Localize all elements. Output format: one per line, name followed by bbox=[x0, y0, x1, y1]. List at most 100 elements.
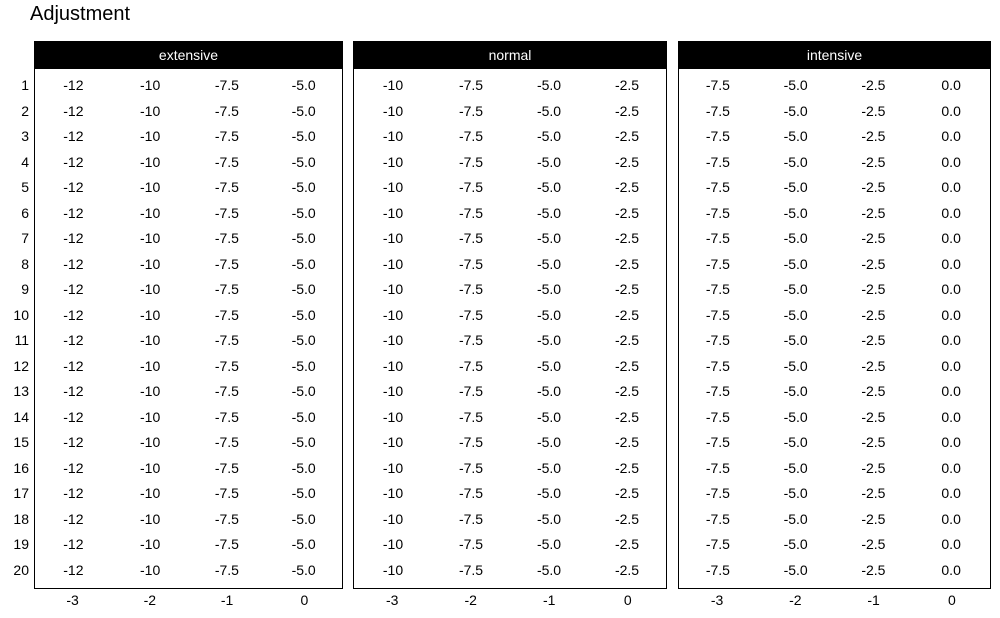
table-cell: -5.0 bbox=[291, 153, 316, 170]
table-cell: -10 bbox=[382, 434, 404, 450]
row-label: 15 bbox=[13, 434, 29, 450]
table-row: -12 -10 -7.5 -5.0 bbox=[35, 201, 342, 227]
table-cell: -2.5 bbox=[614, 459, 640, 476]
table-cell: 0.0 bbox=[941, 510, 961, 527]
table-cell: -5.0 bbox=[291, 204, 316, 221]
table-cell: 0.0 bbox=[941, 357, 961, 374]
table-cell: -2.5 bbox=[861, 561, 886, 578]
x-axis-tick-label: 0 bbox=[947, 592, 956, 608]
table-row: -10 -7.5 -5.0 -2.5 bbox=[354, 73, 666, 99]
table-cell: -2.5 bbox=[614, 128, 640, 144]
table-cell: -12 bbox=[63, 102, 84, 119]
table-row: -7.5 -5.0 -2.5 0.0 bbox=[679, 481, 990, 507]
table-row: -7.5 -5.0 -2.5 0.0 bbox=[679, 507, 990, 533]
table-cell: -10 bbox=[382, 230, 404, 246]
table-cell: -10 bbox=[140, 255, 161, 272]
table-row: -7.5 -5.0 -2.5 0.0 bbox=[679, 430, 990, 456]
table-row: -12 -10 -7.5 -5.0 bbox=[35, 558, 342, 584]
table-cell: -5.0 bbox=[536, 102, 562, 119]
table-cell: -10 bbox=[382, 179, 404, 195]
table-row: -7.5 -5.0 -2.5 0.0 bbox=[679, 124, 990, 150]
table-cell: -2.5 bbox=[614, 561, 640, 578]
table-cell: -7.5 bbox=[214, 230, 239, 246]
table-row: -10 -7.5 -5.0 -2.5 bbox=[354, 430, 666, 456]
panel-body-intensive: -7.5 -5.0 -2.5 0.0 -7.5 -5.0 -2.5 0.0 -7.5 -5.0 -2… bbox=[678, 69, 991, 589]
table-row: -12 -10 -7.5 -5.0 bbox=[35, 124, 342, 150]
panel-body-extensive: -12 -10 -7.5 -5.0 -12 -10 -7.5 -5.0 -12 -10 -7.5 -5… bbox=[34, 69, 343, 589]
table-cell: -7.5 bbox=[705, 357, 730, 374]
table-row: -12 -10 -7.5 -5.0 bbox=[35, 252, 342, 278]
table-cell: -5.0 bbox=[536, 383, 562, 399]
panel-extensive: extensive -12 -10 -7.5 -5.0 -12 -10 -7.5 -5.0 -1… bbox=[34, 41, 343, 609]
table-row: -12 -10 -7.5 -5.0 bbox=[35, 226, 342, 252]
table-cell: -2.5 bbox=[614, 332, 640, 348]
x-axis-tick-label: -2 bbox=[789, 592, 802, 608]
table-cell: -5.0 bbox=[291, 459, 316, 476]
table-cell: -5.0 bbox=[291, 77, 316, 93]
table-row: -12 -10 -7.5 -5.0 bbox=[35, 507, 342, 533]
table-cell: -2.5 bbox=[861, 332, 886, 348]
table-cell: -5.0 bbox=[536, 408, 562, 425]
table-cell: -5.0 bbox=[783, 408, 808, 425]
table-cell: -5.0 bbox=[291, 383, 316, 399]
table-cell: -10 bbox=[140, 561, 161, 578]
table-cell: -7.5 bbox=[458, 255, 484, 272]
table-cell: -7.5 bbox=[458, 357, 484, 374]
table-cell: 0.0 bbox=[941, 153, 961, 170]
table-cell: -7.5 bbox=[705, 485, 730, 501]
table-cell: -5.0 bbox=[536, 153, 562, 170]
row-label: 7 bbox=[21, 230, 29, 246]
table-cell: -2.5 bbox=[861, 255, 886, 272]
table-cell: -5.0 bbox=[783, 306, 808, 323]
table-cell: -5.0 bbox=[291, 408, 316, 425]
table-cell: -2.5 bbox=[861, 383, 886, 399]
table-cell: -2.5 bbox=[861, 459, 886, 476]
table-cell: -2.5 bbox=[861, 357, 886, 374]
table-cell: -7.5 bbox=[214, 434, 239, 450]
table-cell: -7.5 bbox=[705, 408, 730, 425]
table-cell: -10 bbox=[140, 230, 161, 246]
table-cell: -5.0 bbox=[783, 383, 808, 399]
table-cell: -5.0 bbox=[291, 536, 316, 552]
table-cell: -12 bbox=[63, 128, 84, 144]
table-cell: -5.0 bbox=[291, 281, 316, 297]
table-cell: -10 bbox=[140, 357, 161, 374]
table-cell: -2.5 bbox=[614, 357, 640, 374]
table-row: -7.5 -5.0 -2.5 0.0 bbox=[679, 99, 990, 125]
table-cell: -12 bbox=[63, 459, 84, 476]
table-cell: -7.5 bbox=[705, 332, 730, 348]
table-cell: -10 bbox=[140, 102, 161, 119]
table-cell: -7.5 bbox=[214, 536, 239, 552]
table-cell: -2.5 bbox=[614, 434, 640, 450]
table-cell: -12 bbox=[63, 383, 84, 399]
table-row: -12 -10 -7.5 -5.0 bbox=[35, 405, 342, 431]
table-cell: -12 bbox=[63, 281, 84, 297]
table-cell: 0.0 bbox=[941, 306, 961, 323]
table-cell: -10 bbox=[382, 357, 404, 374]
table-cell: -7.5 bbox=[705, 510, 730, 527]
table-cell: -10 bbox=[382, 153, 404, 170]
x-axis-tick-label: -2 bbox=[143, 592, 157, 608]
table-cell: -12 bbox=[63, 77, 84, 93]
table-cell: -5.0 bbox=[783, 204, 808, 221]
table-row: -12 -10 -7.5 -5.0 bbox=[35, 175, 342, 201]
table-cell: -7.5 bbox=[458, 383, 484, 399]
table-cell: -12 bbox=[63, 204, 84, 221]
table-row: -10 -7.5 -5.0 -2.5 bbox=[354, 481, 666, 507]
panel-body-normal: -10 -7.5 -5.0 -2.5 -10 -7.5 -5.0 -2.5 -10 -7.5 -5.… bbox=[353, 69, 667, 589]
table-cell: -7.5 bbox=[214, 357, 239, 374]
table-cell: -7.5 bbox=[214, 485, 239, 501]
table-cell: -7.5 bbox=[214, 77, 239, 93]
table-cell: -10 bbox=[140, 383, 161, 399]
table-cell: -5.0 bbox=[291, 485, 316, 501]
table-cell: -2.5 bbox=[861, 128, 886, 144]
table-row: -7.5 -5.0 -2.5 0.0 bbox=[679, 201, 990, 227]
table-cell: 0.0 bbox=[941, 128, 961, 144]
table-cell: -7.5 bbox=[458, 102, 484, 119]
table-row: -12 -10 -7.5 -5.0 bbox=[35, 456, 342, 482]
row-label: 10 bbox=[13, 306, 29, 323]
table-cell: -7.5 bbox=[705, 561, 730, 578]
table-cell: -7.5 bbox=[458, 332, 484, 348]
table-row: -10 -7.5 -5.0 -2.5 bbox=[354, 303, 666, 329]
